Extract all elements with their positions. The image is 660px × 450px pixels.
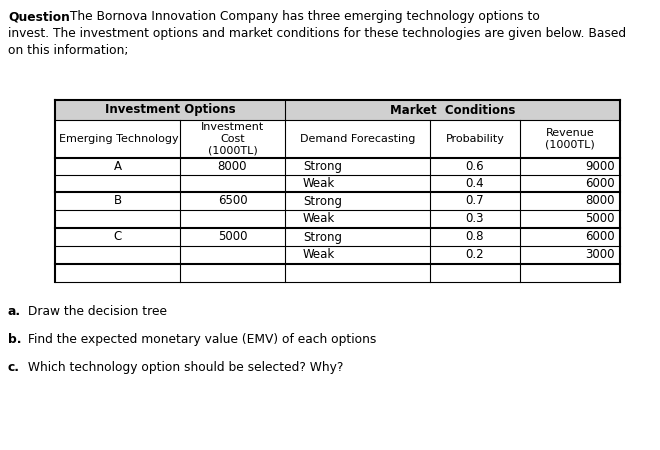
Text: 5000: 5000	[585, 212, 615, 225]
Text: 0.8: 0.8	[466, 230, 484, 243]
Text: 8000: 8000	[218, 160, 248, 173]
Text: Strong: Strong	[303, 230, 342, 243]
Text: b.: b.	[8, 333, 22, 346]
Text: Investment
Cost
(1000TL): Investment Cost (1000TL)	[201, 122, 264, 156]
Text: 0.7: 0.7	[466, 194, 484, 207]
Text: A: A	[114, 160, 121, 173]
Text: 8000: 8000	[585, 194, 615, 207]
Text: Weak: Weak	[303, 177, 335, 190]
Text: a.: a.	[8, 305, 21, 318]
Text: The Bornova Innovation Company has three emerging technology options to: The Bornova Innovation Company has three…	[66, 10, 540, 23]
Text: 6500: 6500	[218, 194, 248, 207]
Text: 0.4: 0.4	[466, 177, 484, 190]
Text: c.: c.	[8, 361, 20, 374]
Text: 9000: 9000	[585, 160, 615, 173]
Text: Emerging Technology: Emerging Technology	[59, 134, 179, 144]
Text: C: C	[114, 230, 121, 243]
Text: Strong: Strong	[303, 160, 342, 173]
Text: 6000: 6000	[585, 230, 615, 243]
Text: Find the expected monetary value (EMV) of each options: Find the expected monetary value (EMV) o…	[24, 333, 376, 346]
Text: Probability: Probability	[446, 134, 504, 144]
Text: Demand Forecasting: Demand Forecasting	[300, 134, 415, 144]
Text: Weak: Weak	[303, 212, 335, 225]
Text: 5000: 5000	[218, 230, 248, 243]
Text: 0.6: 0.6	[466, 160, 484, 173]
Text: Market  Conditions: Market Conditions	[390, 104, 515, 117]
Text: 0.2: 0.2	[466, 248, 484, 261]
Text: Question: Question	[8, 10, 70, 23]
Text: 3000: 3000	[585, 248, 615, 261]
Text: Draw the decision tree: Draw the decision tree	[24, 305, 167, 318]
Text: Which technology option should be selected? Why?: Which technology option should be select…	[24, 361, 343, 374]
Text: 0.3: 0.3	[466, 212, 484, 225]
Text: Strong: Strong	[303, 194, 342, 207]
Text: Weak: Weak	[303, 248, 335, 261]
Text: Investment Options: Investment Options	[105, 104, 236, 117]
Text: B: B	[114, 194, 121, 207]
Text: Revenue
(1000TL): Revenue (1000TL)	[545, 128, 595, 150]
Text: 6000: 6000	[585, 177, 615, 190]
Bar	[55, 100, 620, 120]
Text: on this information;: on this information;	[8, 44, 129, 57]
Text: invest. The investment options and market conditions for these technologies are : invest. The investment options and marke…	[8, 27, 626, 40]
